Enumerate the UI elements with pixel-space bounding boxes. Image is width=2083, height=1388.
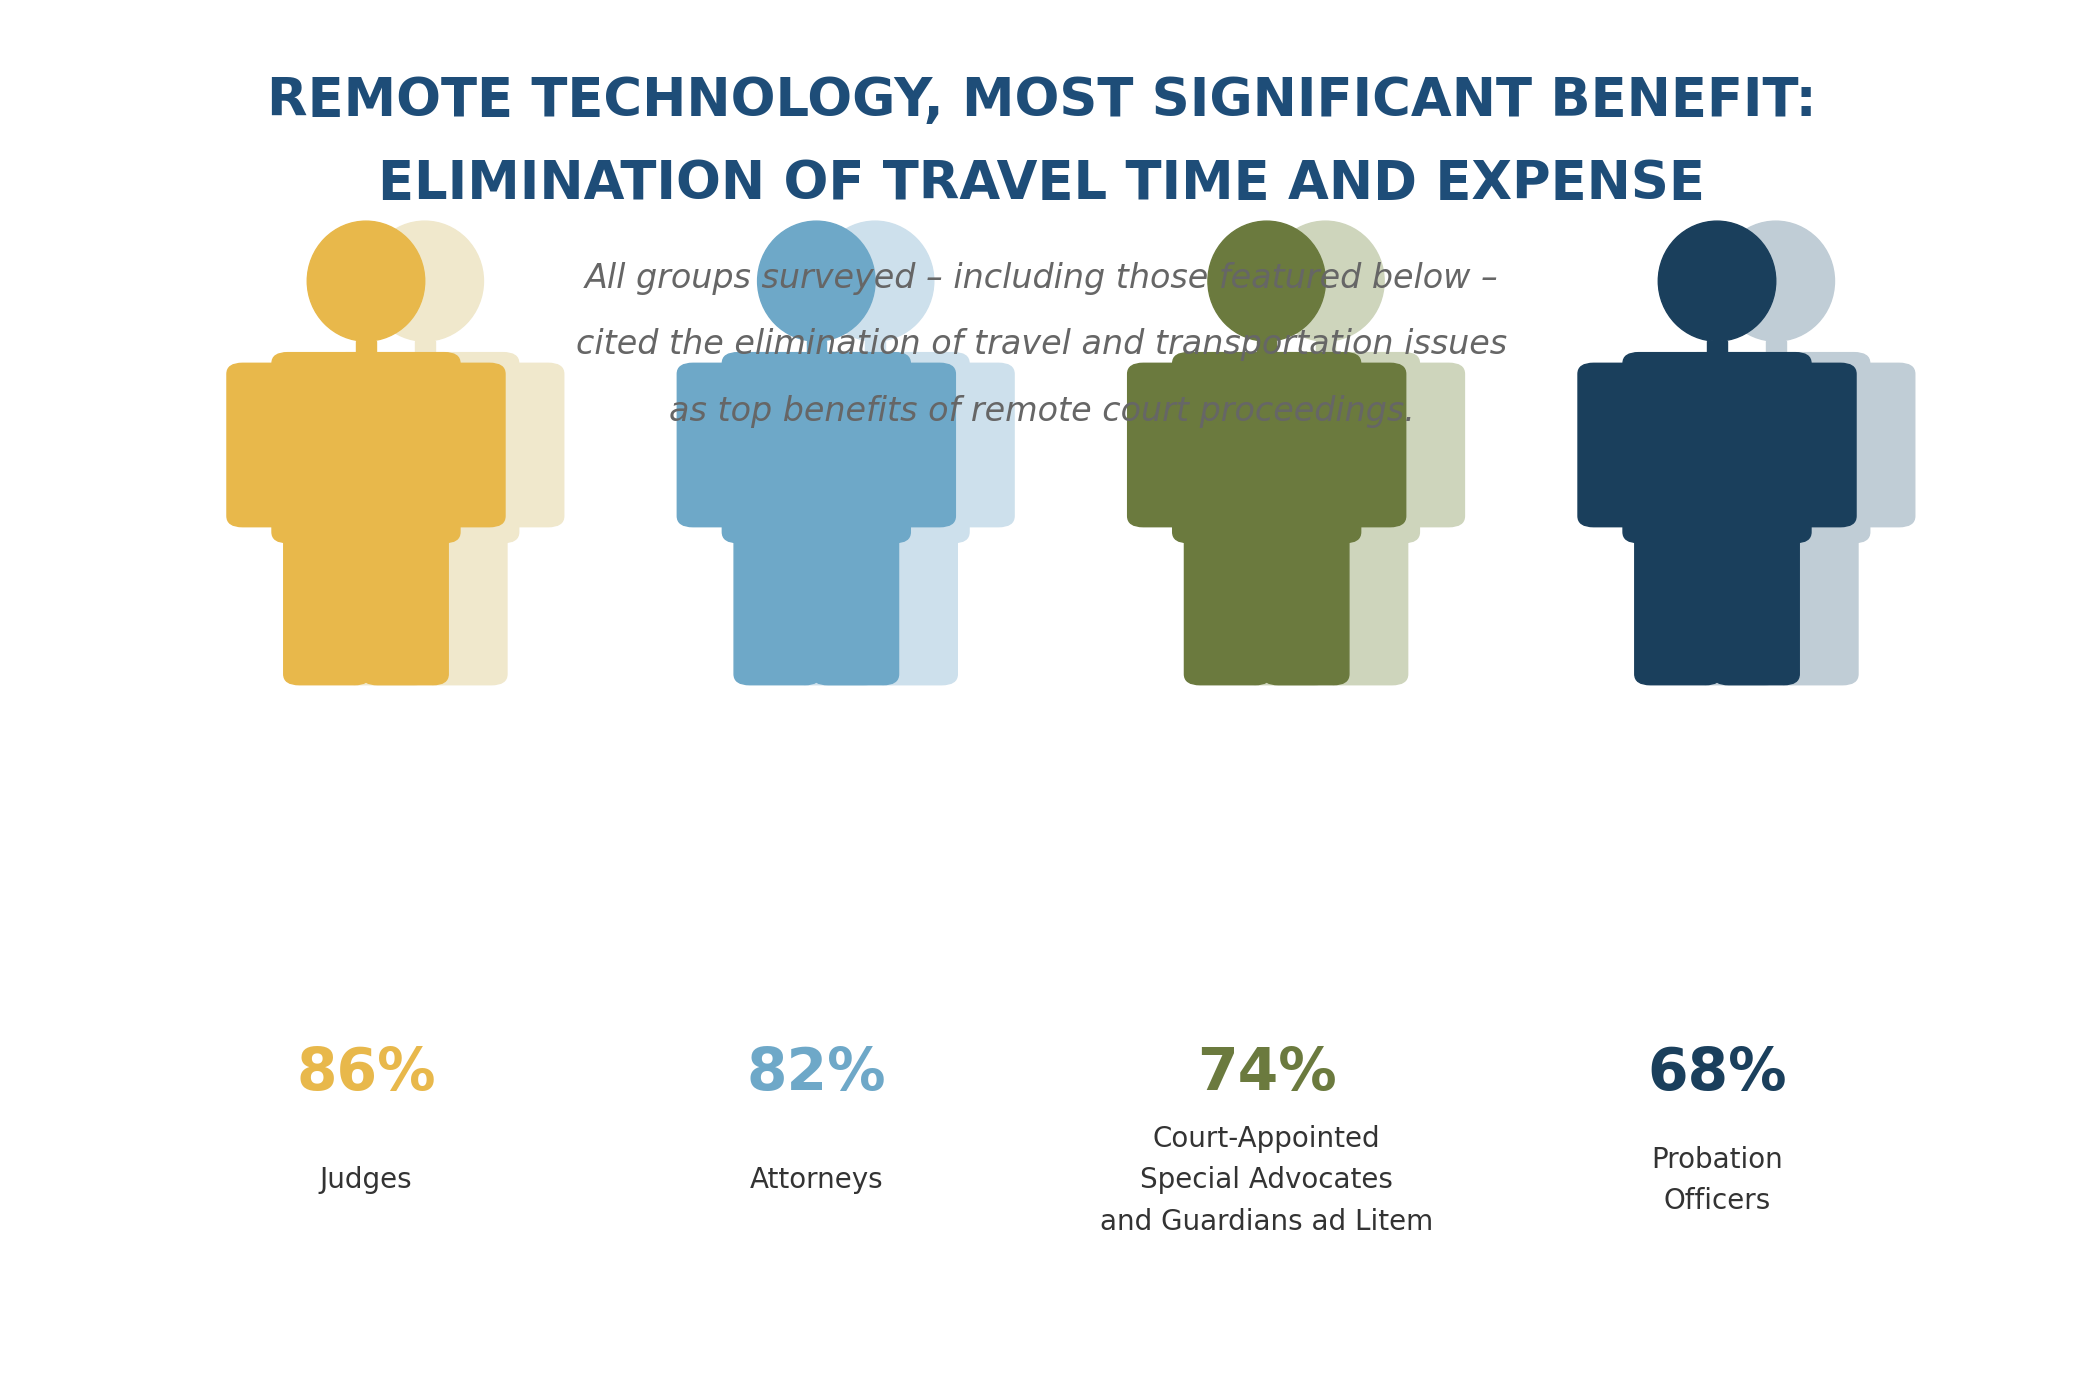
Ellipse shape: [1716, 221, 1835, 341]
FancyBboxPatch shape: [1339, 364, 1406, 526]
FancyBboxPatch shape: [1848, 364, 1914, 526]
Ellipse shape: [1266, 221, 1383, 341]
Text: 68%: 68%: [1648, 1045, 1787, 1102]
FancyBboxPatch shape: [889, 364, 956, 526]
FancyBboxPatch shape: [735, 364, 802, 526]
Ellipse shape: [306, 221, 425, 341]
FancyBboxPatch shape: [864, 341, 885, 364]
FancyBboxPatch shape: [1127, 364, 1194, 526]
FancyBboxPatch shape: [1316, 341, 1335, 364]
Text: REMOTE TECHNOLOGY, MOST SIGNIFICANT BENEFIT:: REMOTE TECHNOLOGY, MOST SIGNIFICANT BENE…: [267, 75, 1816, 128]
FancyBboxPatch shape: [1789, 364, 1856, 526]
FancyBboxPatch shape: [227, 364, 294, 526]
FancyBboxPatch shape: [1256, 341, 1277, 364]
FancyBboxPatch shape: [1244, 522, 1329, 684]
FancyBboxPatch shape: [1623, 353, 1810, 543]
FancyBboxPatch shape: [1185, 522, 1271, 684]
FancyBboxPatch shape: [794, 522, 879, 684]
FancyBboxPatch shape: [1693, 522, 1779, 684]
Text: All groups surveyed – including those featured below –: All groups surveyed – including those fe…: [585, 262, 1498, 294]
FancyBboxPatch shape: [1579, 364, 1646, 526]
FancyBboxPatch shape: [1681, 353, 1871, 543]
Text: 86%: 86%: [296, 1045, 435, 1102]
FancyBboxPatch shape: [342, 522, 429, 684]
FancyBboxPatch shape: [285, 364, 352, 526]
FancyBboxPatch shape: [1637, 364, 1704, 526]
Text: 74%: 74%: [1198, 1045, 1337, 1102]
Text: cited the elimination of travel and transportation issues: cited the elimination of travel and tran…: [575, 329, 1508, 361]
FancyBboxPatch shape: [415, 341, 435, 364]
FancyBboxPatch shape: [781, 353, 969, 543]
Ellipse shape: [1658, 221, 1775, 341]
Text: Court-Appointed
Special Advocates
and Guardians ad Litem: Court-Appointed Special Advocates and Gu…: [1100, 1126, 1433, 1235]
FancyBboxPatch shape: [1635, 522, 1721, 684]
Text: Attorneys: Attorneys: [750, 1166, 883, 1194]
FancyBboxPatch shape: [1398, 364, 1464, 526]
FancyBboxPatch shape: [273, 353, 460, 543]
FancyBboxPatch shape: [331, 353, 519, 543]
Text: Judges: Judges: [319, 1166, 412, 1194]
FancyBboxPatch shape: [1321, 522, 1408, 684]
FancyBboxPatch shape: [1173, 353, 1360, 543]
FancyBboxPatch shape: [812, 522, 898, 684]
FancyBboxPatch shape: [498, 364, 564, 526]
FancyBboxPatch shape: [1262, 522, 1350, 684]
FancyBboxPatch shape: [677, 364, 744, 526]
Text: as top benefits of remote court proceedings.: as top benefits of remote court proceedi…: [669, 396, 1414, 428]
Text: ELIMINATION OF TRAVEL TIME AND EXPENSE: ELIMINATION OF TRAVEL TIME AND EXPENSE: [377, 158, 1706, 210]
Ellipse shape: [1208, 221, 1325, 341]
FancyBboxPatch shape: [1766, 341, 1785, 364]
FancyBboxPatch shape: [1231, 353, 1419, 543]
FancyBboxPatch shape: [723, 353, 910, 543]
Ellipse shape: [817, 221, 933, 341]
FancyBboxPatch shape: [1712, 522, 1800, 684]
Text: 82%: 82%: [746, 1045, 885, 1102]
FancyBboxPatch shape: [871, 522, 958, 684]
FancyBboxPatch shape: [1708, 341, 1727, 364]
FancyBboxPatch shape: [1773, 522, 1858, 684]
FancyBboxPatch shape: [948, 364, 1014, 526]
Ellipse shape: [367, 221, 483, 341]
FancyBboxPatch shape: [356, 341, 375, 364]
FancyBboxPatch shape: [1187, 364, 1254, 526]
FancyBboxPatch shape: [437, 364, 504, 526]
FancyBboxPatch shape: [283, 522, 371, 684]
FancyBboxPatch shape: [733, 522, 821, 684]
FancyBboxPatch shape: [362, 522, 448, 684]
FancyBboxPatch shape: [806, 341, 827, 364]
Text: Probation
Officers: Probation Officers: [1652, 1145, 1783, 1214]
FancyBboxPatch shape: [421, 522, 506, 684]
Ellipse shape: [758, 221, 875, 341]
